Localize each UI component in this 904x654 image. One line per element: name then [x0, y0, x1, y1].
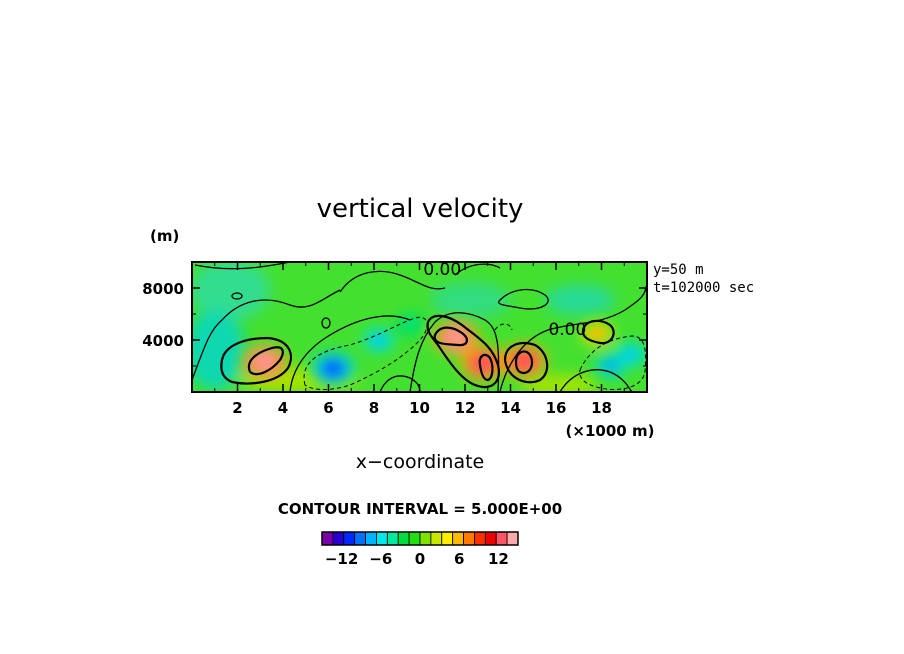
colorbar-swatch: [419, 531, 432, 546]
contour-lines-strong: [220, 314, 615, 389]
contour-value-label: 0.00: [423, 260, 461, 280]
contour-line: [514, 350, 534, 375]
updraft-mark: [589, 327, 605, 340]
downdraft-mark: [370, 334, 387, 346]
contour-line: [494, 323, 513, 331]
downdraft-mark: [402, 318, 418, 331]
colorbar-swatch: [495, 531, 508, 546]
colorbar-tick-label: −6: [369, 550, 392, 568]
x-tick-label: 18: [591, 399, 612, 417]
colorbar-swatch: [332, 531, 345, 546]
chart-title: vertical velocity: [317, 194, 524, 224]
downdraft-mark: [322, 360, 344, 377]
contour-line: [498, 288, 549, 310]
colorbar-swatch: [484, 531, 497, 546]
info-line-y: y=50 m: [653, 262, 704, 278]
y-axis-unit: (m): [150, 227, 179, 245]
downdraft-mark: [623, 348, 639, 361]
x-tick-label: 12: [455, 399, 476, 417]
colorbar-swatch: [365, 531, 377, 546]
x-axis-label: x−coordinate: [356, 451, 485, 473]
x-tick-label: 16: [546, 399, 567, 417]
colorbar-swatch: [463, 531, 475, 546]
updraft-mark: [513, 352, 536, 370]
contour-line: [454, 263, 501, 276]
colorbar-swatch: [441, 531, 454, 546]
contour-line: [426, 314, 500, 389]
colorbar: −12 −6 0 6 12: [321, 531, 519, 568]
x-tick-label: 10: [409, 399, 430, 417]
x-axis-unit: (×1000 m): [566, 422, 655, 440]
colorbar-swatch: [408, 531, 421, 546]
contour-line: [220, 336, 293, 385]
contour-value-label: 0.00: [548, 320, 586, 340]
colorbar-tick-label: 0: [415, 550, 425, 568]
field-patch: [192, 262, 270, 320]
colorbar-tick-label: −12: [325, 550, 358, 568]
contour-line: [339, 270, 446, 293]
x-tick-label: 6: [323, 399, 333, 417]
contour-line: [194, 262, 291, 270]
contour-line: [559, 369, 633, 392]
field-patch: [192, 310, 245, 390]
colorbar-tick-label: 6: [454, 550, 464, 568]
colorbar-swatch: [397, 531, 410, 546]
contour-line: [433, 326, 468, 347]
contour-labels: 0.00 0.00: [423, 260, 586, 340]
colorbar-swatch: [430, 531, 443, 546]
contour-line: [499, 279, 647, 392]
contour-line: [289, 315, 411, 392]
colorbar-swatch: [474, 531, 486, 546]
y-tick-label: 8000: [142, 280, 184, 298]
x-tick-label: 14: [500, 399, 521, 417]
contour-line: [478, 353, 494, 382]
colorbar-swatch: [376, 531, 388, 546]
colorbar-tick-label: 12: [488, 550, 509, 568]
info-line-time: t=102000 sec: [653, 280, 754, 296]
colorbar-swatch: [343, 531, 356, 546]
downdraft-mark: [603, 360, 619, 372]
contour-line: [192, 289, 341, 381]
contour-line: [503, 342, 549, 384]
x-tick-label: 2: [232, 399, 242, 417]
y-tick-label: 4000: [142, 332, 184, 350]
field-patch: [430, 282, 510, 318]
contour-line: [409, 312, 500, 392]
updraft-mark: [472, 355, 495, 372]
colorbar-swatch: [354, 531, 366, 546]
axes: 2 4 6 8 10 12 14 16 18 4000 8000: [142, 262, 647, 417]
colorbar-swatch: [321, 531, 334, 546]
updraft-mark: [253, 353, 276, 371]
colorbar-frame: [321, 531, 519, 546]
colorbar-swatch: [506, 531, 519, 546]
colorbar-swatch: [452, 531, 464, 546]
x-tick-label: 8: [369, 399, 379, 417]
x-tick-label: 4: [278, 399, 288, 417]
contour-line: [581, 319, 615, 345]
contour-interval-label: CONTOUR INTERVAL = 5.000E+00: [278, 500, 562, 518]
field-patch: [545, 285, 615, 315]
contour-line: [247, 346, 284, 376]
contour-line: [231, 292, 243, 300]
contour-line: [321, 317, 331, 329]
colorbar-swatch: [386, 531, 399, 546]
